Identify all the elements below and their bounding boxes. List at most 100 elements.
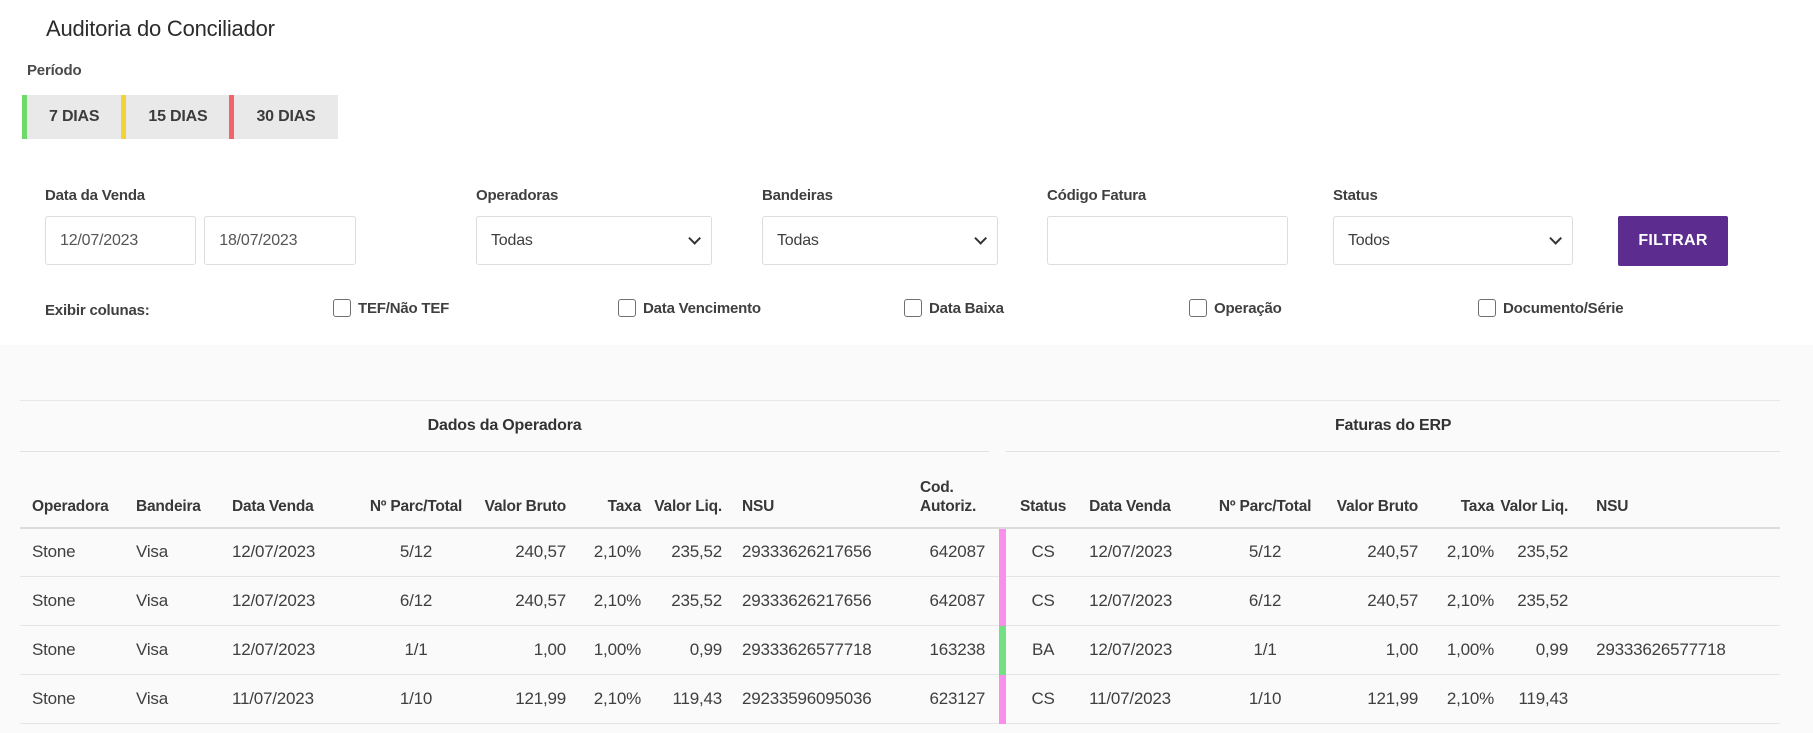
cell-erp-parc-total: 1/1 — [1205, 625, 1326, 675]
cell-erp-taxa: 2,10% — [1418, 674, 1494, 724]
col-header-erp-taxa: Taxa — [1418, 451, 1494, 529]
table-body: Stone Visa 12/07/2023 5/12 240,57 2,10% … — [20, 527, 1781, 724]
period-30-days-button[interactable]: 30 DIAS — [229, 95, 338, 139]
toggle-tef: TEF/Não TEF — [333, 299, 449, 317]
col-header-erp-data-venda: Data Venda — [1080, 451, 1206, 529]
col-header-taxa: Taxa — [566, 451, 641, 529]
page-title: Auditoria do Conciliador — [46, 16, 275, 41]
cell-spacer — [989, 576, 1000, 626]
col-header-spacer — [989, 451, 1000, 529]
cell-erp-valor-bruto: 1,00 — [1325, 625, 1418, 675]
tef-checkbox-label[interactable]: TEF/Não TEF — [358, 299, 450, 317]
show-columns-label: Exibir colunas: — [45, 302, 150, 319]
cell-nsu: 29333626577718 — [722, 625, 905, 675]
operators-select-value: Todas — [491, 231, 533, 249]
cell-erp-taxa: 2,10% — [1418, 576, 1494, 626]
document-series-checkbox[interactable] — [1478, 299, 1496, 317]
chevron-down-icon — [688, 232, 701, 245]
status-label: Status — [1333, 187, 1378, 204]
status-select[interactable]: Todos — [1333, 216, 1573, 265]
settlement-date-checkbox[interactable] — [904, 299, 922, 317]
cell-bandeira: Visa — [125, 527, 220, 577]
invoice-code-field: Código Fatura — [1047, 187, 1288, 265]
cell-taxa: 1,00% — [566, 625, 641, 675]
cell-bandeira: Visa — [125, 674, 220, 724]
cell-erp-taxa: 2,10% — [1418, 527, 1494, 577]
period-7-days-button[interactable]: 7 DIAS — [22, 95, 122, 139]
cell-erp-valor-liq: 0,99 — [1494, 625, 1568, 675]
sale-date-to-input[interactable] — [204, 216, 357, 265]
cell-nsu: 29333626217656 — [722, 527, 905, 577]
col-header-status: Status — [1006, 451, 1081, 529]
cell-data-venda: 12/07/2023 — [220, 527, 350, 577]
cell-cod-autoriz: 642087 — [905, 527, 990, 577]
cell-erp-parc-total: 6/12 — [1205, 576, 1326, 626]
period-15-days-button[interactable]: 15 DIAS — [121, 95, 230, 139]
operation-checkbox[interactable] — [1189, 299, 1207, 317]
cell-erp-parc-total: 5/12 — [1205, 527, 1326, 577]
sale-date-from-input[interactable] — [45, 216, 196, 265]
row-status-marker — [999, 576, 1007, 626]
operation-checkbox-label[interactable]: Operação — [1214, 299, 1282, 317]
cell-parc-total: 1/10 — [350, 674, 482, 724]
sale-date-field: Data da Venda — [45, 187, 357, 265]
status-select-value: Todos — [1348, 231, 1390, 249]
cell-nsu: 29333626217656 — [722, 576, 905, 626]
col-header-erp-valor-liq: Valor Liq. — [1494, 451, 1568, 529]
toggle-document-series: Documento/Série — [1478, 299, 1624, 317]
tef-checkbox[interactable] — [333, 299, 351, 317]
cell-erp-nsu — [1568, 527, 1781, 577]
cell-spacer — [989, 625, 1000, 675]
toggle-due-date: Data Vencimento — [618, 299, 761, 317]
filter-button[interactable]: FILTRAR — [1618, 216, 1728, 266]
cell-erp-nsu: 29333626577718 — [1568, 625, 1781, 675]
cell-nsu: 29233596095036 — [722, 674, 905, 724]
period-label: Período — [27, 62, 82, 79]
due-date-checkbox-label[interactable]: Data Vencimento — [643, 299, 761, 317]
col-header-erp-nsu: NSU — [1568, 451, 1781, 529]
table-group-header-row: Dados da Operadora Faturas do ERP — [20, 400, 1781, 452]
cell-status: CS — [1006, 527, 1081, 577]
cell-status: BA — [1006, 625, 1081, 675]
row-status-marker — [999, 625, 1007, 675]
cell-bandeira: Visa — [125, 625, 220, 675]
cell-erp-data-venda: 11/07/2023 — [1080, 674, 1206, 724]
cell-cod-autoriz: 163238 — [905, 625, 990, 675]
invoice-code-input[interactable] — [1047, 216, 1288, 265]
settlement-date-checkbox-label[interactable]: Data Baixa — [929, 299, 1004, 317]
invoice-code-label: Código Fatura — [1047, 187, 1147, 204]
row-status-marker — [999, 527, 1007, 577]
group-header-operator-data: Dados da Operadora — [20, 400, 990, 452]
row-status-marker — [999, 674, 1007, 724]
toggle-settlement-date: Data Baixa — [904, 299, 1004, 317]
col-header-bandeira: Bandeira — [125, 451, 220, 529]
col-header-erp-parc-total: Nº Parc/Total — [1205, 451, 1326, 529]
cell-bandeira: Visa — [125, 576, 220, 626]
cell-erp-valor-liq: 119,43 — [1494, 674, 1568, 724]
cell-cod-autoriz: 642087 — [905, 576, 990, 626]
cell-valor-bruto: 240,57 — [482, 576, 566, 626]
group-header-erp-invoices: Faturas do ERP — [1006, 400, 1781, 452]
table-row: Stone Visa 12/07/2023 5/12 240,57 2,10% … — [20, 527, 1781, 577]
cell-erp-data-venda: 12/07/2023 — [1080, 576, 1206, 626]
cell-valor-bruto: 240,57 — [482, 527, 566, 577]
cell-spacer — [989, 527, 1000, 577]
cell-erp-parc-total: 1/10 — [1205, 674, 1326, 724]
cell-erp-valor-liq: 235,52 — [1494, 527, 1568, 577]
table-row: Stone Visa 11/07/2023 1/10 121,99 2,10% … — [20, 674, 1781, 724]
cell-taxa: 2,10% — [566, 527, 641, 577]
card-brands-select-value: Todas — [777, 231, 819, 249]
cell-parc-total: 5/12 — [350, 527, 482, 577]
toggle-operation: Operação — [1189, 299, 1282, 317]
card-brands-select[interactable]: Todas — [762, 216, 998, 265]
cell-parc-total: 1/1 — [350, 625, 482, 675]
cell-operadora: Stone — [20, 625, 125, 675]
card-brands-field: Bandeiras Todas — [762, 187, 998, 265]
cell-erp-data-venda: 12/07/2023 — [1080, 527, 1206, 577]
cell-data-venda: 11/07/2023 — [220, 674, 350, 724]
document-series-checkbox-label[interactable]: Documento/Série — [1503, 299, 1624, 317]
cell-valor-liq: 0,99 — [641, 625, 722, 675]
cell-operadora: Stone — [20, 576, 125, 626]
operators-select[interactable]: Todas — [476, 216, 712, 265]
due-date-checkbox[interactable] — [618, 299, 636, 317]
